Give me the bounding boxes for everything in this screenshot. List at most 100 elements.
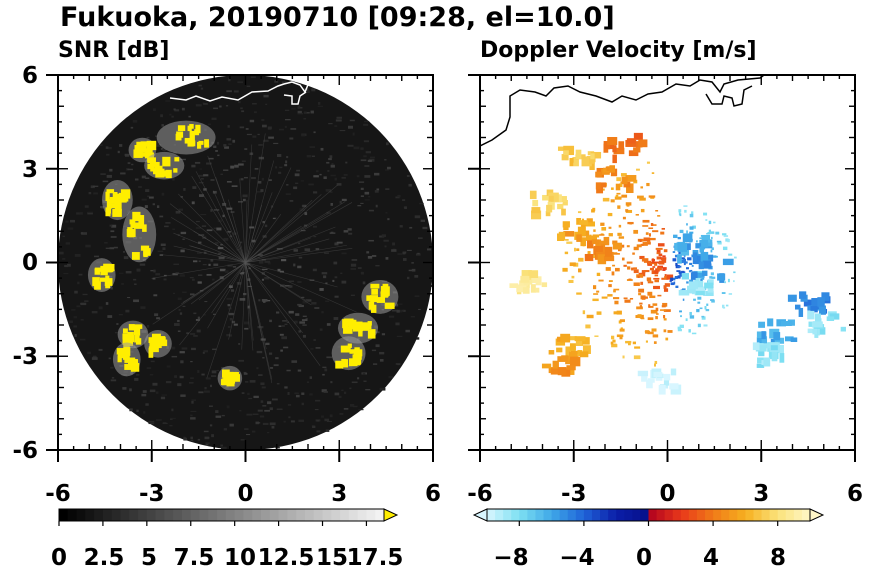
doppler-echo-cell <box>535 287 540 293</box>
snr-radial-streak <box>245 262 357 313</box>
snr-echo-cell <box>134 144 141 153</box>
doppler-echo-cell <box>669 280 672 282</box>
snr-noise-cell <box>154 313 159 317</box>
doppler-echo-cell <box>758 321 766 328</box>
snr-noise-cell <box>303 112 310 114</box>
doppler-colorbar-cell <box>648 509 658 521</box>
snr-noise-cell <box>251 430 256 433</box>
doppler-echo-cell <box>700 277 703 282</box>
snr-noise-cell <box>301 134 306 137</box>
snr-noise-cell <box>279 128 284 131</box>
doppler-echo-cell <box>711 236 713 240</box>
doppler-echo-cell <box>646 161 651 164</box>
snr-noise-cell <box>325 429 330 432</box>
doppler-echo-cell <box>647 331 654 335</box>
snr-echo-cell <box>134 335 140 343</box>
snr-noise-cell <box>326 356 333 359</box>
doppler-echo-cell <box>636 306 643 310</box>
doppler-echo-cell <box>701 315 705 318</box>
snr-echo-cell <box>349 349 359 354</box>
snr-noise-cell <box>302 315 307 317</box>
snr-noise-cell <box>399 225 403 228</box>
snr-noise-cell <box>417 252 420 255</box>
doppler-echo-cell <box>662 302 668 307</box>
snr-noise-cell <box>212 190 217 194</box>
snr-radial-streak <box>245 262 273 384</box>
snr-noise-cell <box>208 157 214 160</box>
snr-x-tick-label: 0 <box>237 481 253 507</box>
doppler-echo-cell <box>582 337 590 345</box>
snr-noise-cell <box>191 347 196 351</box>
snr-noise-cell <box>147 324 150 328</box>
snr-noise-cell <box>142 390 147 393</box>
snr-noise-cell <box>384 159 387 161</box>
doppler-colorbar-cell <box>640 509 649 521</box>
snr-noise-cell <box>422 226 428 230</box>
snr-noise-cell <box>145 189 150 192</box>
doppler-echo-cell <box>640 208 645 213</box>
snr-noise-cell <box>255 422 261 424</box>
snr-noise-cell <box>398 303 403 305</box>
snr-noise-cell <box>277 268 281 272</box>
snr-noise-cell <box>182 305 186 307</box>
snr-noise-cell <box>94 255 99 258</box>
snr-echo-cell <box>105 279 111 289</box>
snr-noise-cell <box>118 314 123 316</box>
snr-noise-cell <box>226 90 232 93</box>
doppler-echo-cell <box>678 209 682 213</box>
snr-noise-cell <box>223 169 229 171</box>
snr-noise-cell <box>402 309 406 312</box>
doppler-echo-cell <box>541 363 552 369</box>
snr-noise-cell <box>324 252 329 254</box>
snr-colorbar-cell <box>234 509 244 521</box>
doppler-echo-cell <box>691 271 698 278</box>
doppler-echo-cell <box>625 202 632 206</box>
snr-noise-cell <box>253 111 257 114</box>
snr-noise-cell <box>226 405 230 409</box>
snr-noise-cell <box>245 381 249 383</box>
snr-noise-cell <box>177 319 180 323</box>
snr-noise-cell <box>340 272 343 274</box>
snr-noise-cell <box>334 125 338 128</box>
doppler-echo-cell <box>589 160 595 171</box>
snr-noise-cell <box>297 105 301 108</box>
snr-noise-cell <box>357 267 362 269</box>
snr-noise-cell <box>376 188 380 191</box>
snr-noise-cell <box>265 103 268 106</box>
snr-noise-cell <box>349 403 355 407</box>
doppler-echo-cell <box>660 260 666 263</box>
snr-radial-streak <box>228 262 246 340</box>
snr-noise-cell <box>309 376 313 379</box>
doppler-echo-cell <box>687 285 696 294</box>
snr-noise-cell <box>92 185 99 187</box>
snr-noise-cell <box>257 191 263 193</box>
snr-colorbar-cell <box>146 509 157 521</box>
snr-echo-cell <box>149 342 160 349</box>
snr-noise-cell <box>349 119 355 122</box>
snr-colorbar-cell <box>304 509 315 521</box>
snr-echo-cell <box>133 327 141 336</box>
doppler-echo-cell <box>626 261 633 264</box>
doppler-echo-cell <box>695 290 705 296</box>
snr-radial-streak <box>160 254 246 263</box>
snr-noise-cell <box>228 143 232 145</box>
snr-noise-cell <box>371 349 377 352</box>
snr-noise-cell <box>193 335 198 337</box>
snr-noise-cell <box>385 212 388 214</box>
doppler-echo-cell <box>701 270 708 276</box>
doppler-echo-cell <box>672 251 676 253</box>
snr-noise-cell <box>222 202 227 206</box>
doppler-echo-cell <box>567 366 575 375</box>
doppler-echo-cell <box>680 259 684 264</box>
snr-noise-cell <box>172 292 176 294</box>
snr-noise-cell <box>301 296 305 298</box>
snr-noise-cell <box>263 301 266 303</box>
snr-noise-cell <box>352 405 358 408</box>
snr-colorbar-cell <box>348 509 359 521</box>
snr-noise-cell <box>80 319 84 321</box>
doppler-background <box>480 75 855 450</box>
doppler-echo-cell <box>686 267 689 270</box>
doppler-echo-cell <box>814 313 821 323</box>
snr-noise-cell <box>177 297 182 301</box>
doppler-echo-cell <box>562 221 570 228</box>
